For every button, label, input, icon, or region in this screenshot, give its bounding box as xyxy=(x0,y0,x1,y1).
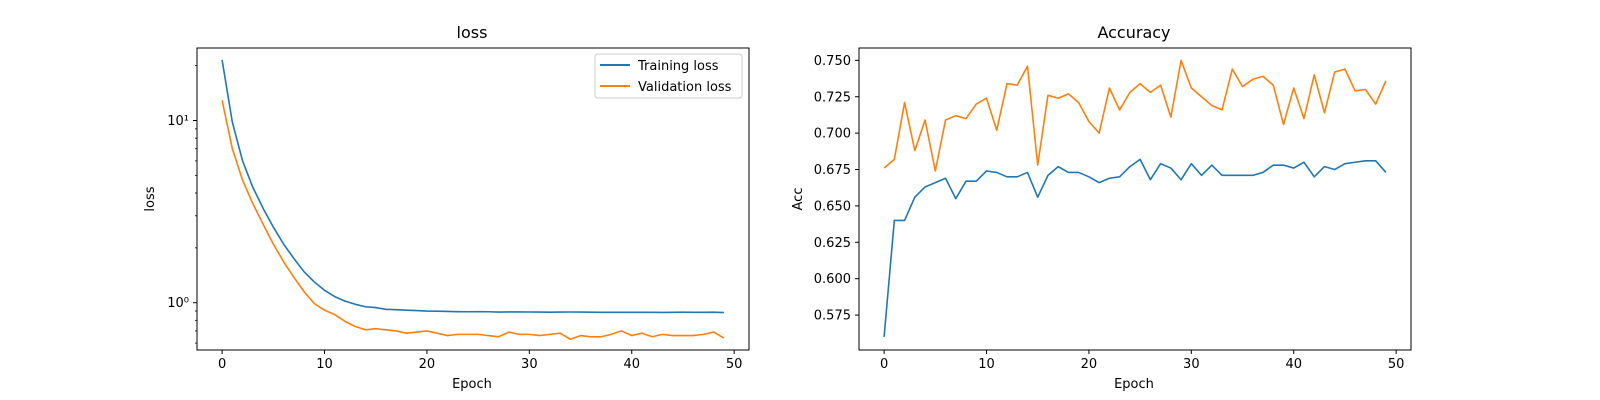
accuracy-y-tick-label: 0.750 xyxy=(814,54,851,69)
accuracy-chart: Accuracy 0 10 20 30 40 50 0.575 0.600 0.625 0.65… xyxy=(791,23,1412,392)
legend-label-training-loss: Training loss xyxy=(637,59,719,74)
loss-axes-frame xyxy=(196,47,750,351)
accuracy-axes-frame xyxy=(858,47,1412,351)
loss-x-tick-label: 10 xyxy=(316,357,333,372)
accuracy-y-tick-label: 0.575 xyxy=(814,309,851,324)
loss-chart: loss 0 10 20 30 40 50 10⁰ 10¹ Epoch loss Train… xyxy=(143,23,750,392)
loss-y-tick-label: 10⁰ xyxy=(167,296,189,311)
loss-y-ticks: 10⁰ 10¹ xyxy=(167,65,197,344)
accuracy-y-tick-label: 0.625 xyxy=(814,236,851,251)
legend-label-validation-loss: Validation loss xyxy=(638,80,732,95)
accuracy-x-axis-label: Epoch xyxy=(1114,377,1154,392)
accuracy-chart-title: Accuracy xyxy=(1097,23,1170,42)
loss-y-axis-label: loss xyxy=(143,186,158,211)
accuracy-x-tick-label: 0 xyxy=(880,357,888,372)
accuracy-x-tick-label: 10 xyxy=(978,357,995,372)
legend-box xyxy=(594,53,743,99)
accuracy-x-tick-label: 40 xyxy=(1285,357,1302,372)
loss-y-tick-label: 10¹ xyxy=(167,114,189,129)
loss-chart-title: loss xyxy=(457,23,488,42)
accuracy-x-tick-label: 50 xyxy=(1388,357,1405,372)
accuracy-y-tick-label: 0.600 xyxy=(814,272,851,287)
accuracy-x-tick-label: 30 xyxy=(1183,357,1200,372)
loss-x-tick-label: 0 xyxy=(218,357,226,372)
accuracy-y-axis-label: Acc xyxy=(791,188,806,211)
loss-x-tick-label: 30 xyxy=(521,357,538,372)
loss-line-validation-loss xyxy=(221,100,725,341)
accuracy-y-tick-label: 0.650 xyxy=(814,199,851,214)
accuracy-line-series-1 xyxy=(883,158,1387,337)
accuracy-x-tick-label: 20 xyxy=(1081,357,1098,372)
accuracy-line-series-2 xyxy=(883,59,1387,172)
loss-x-ticks: 0 10 20 30 40 50 xyxy=(218,350,742,372)
accuracy-y-ticks: 0.575 0.600 0.625 0.650 0.675 0.700 0.725 0.750 xyxy=(814,54,859,324)
accuracy-plot-area xyxy=(883,59,1387,337)
loss-x-axis-label: Epoch xyxy=(452,377,492,392)
loss-line-training-loss xyxy=(221,59,724,314)
accuracy-y-tick-label: 0.725 xyxy=(814,90,851,105)
accuracy-y-tick-label: 0.675 xyxy=(814,163,851,178)
loss-legend: Training loss Validation loss xyxy=(594,53,743,99)
loss-x-tick-label: 50 xyxy=(726,357,743,372)
accuracy-x-ticks: 0 10 20 30 40 50 xyxy=(880,350,1404,372)
loss-plot-area xyxy=(221,59,725,341)
loss-x-tick-label: 20 xyxy=(419,357,436,372)
loss-x-tick-label: 40 xyxy=(623,357,640,372)
accuracy-y-tick-label: 0.700 xyxy=(814,127,851,142)
